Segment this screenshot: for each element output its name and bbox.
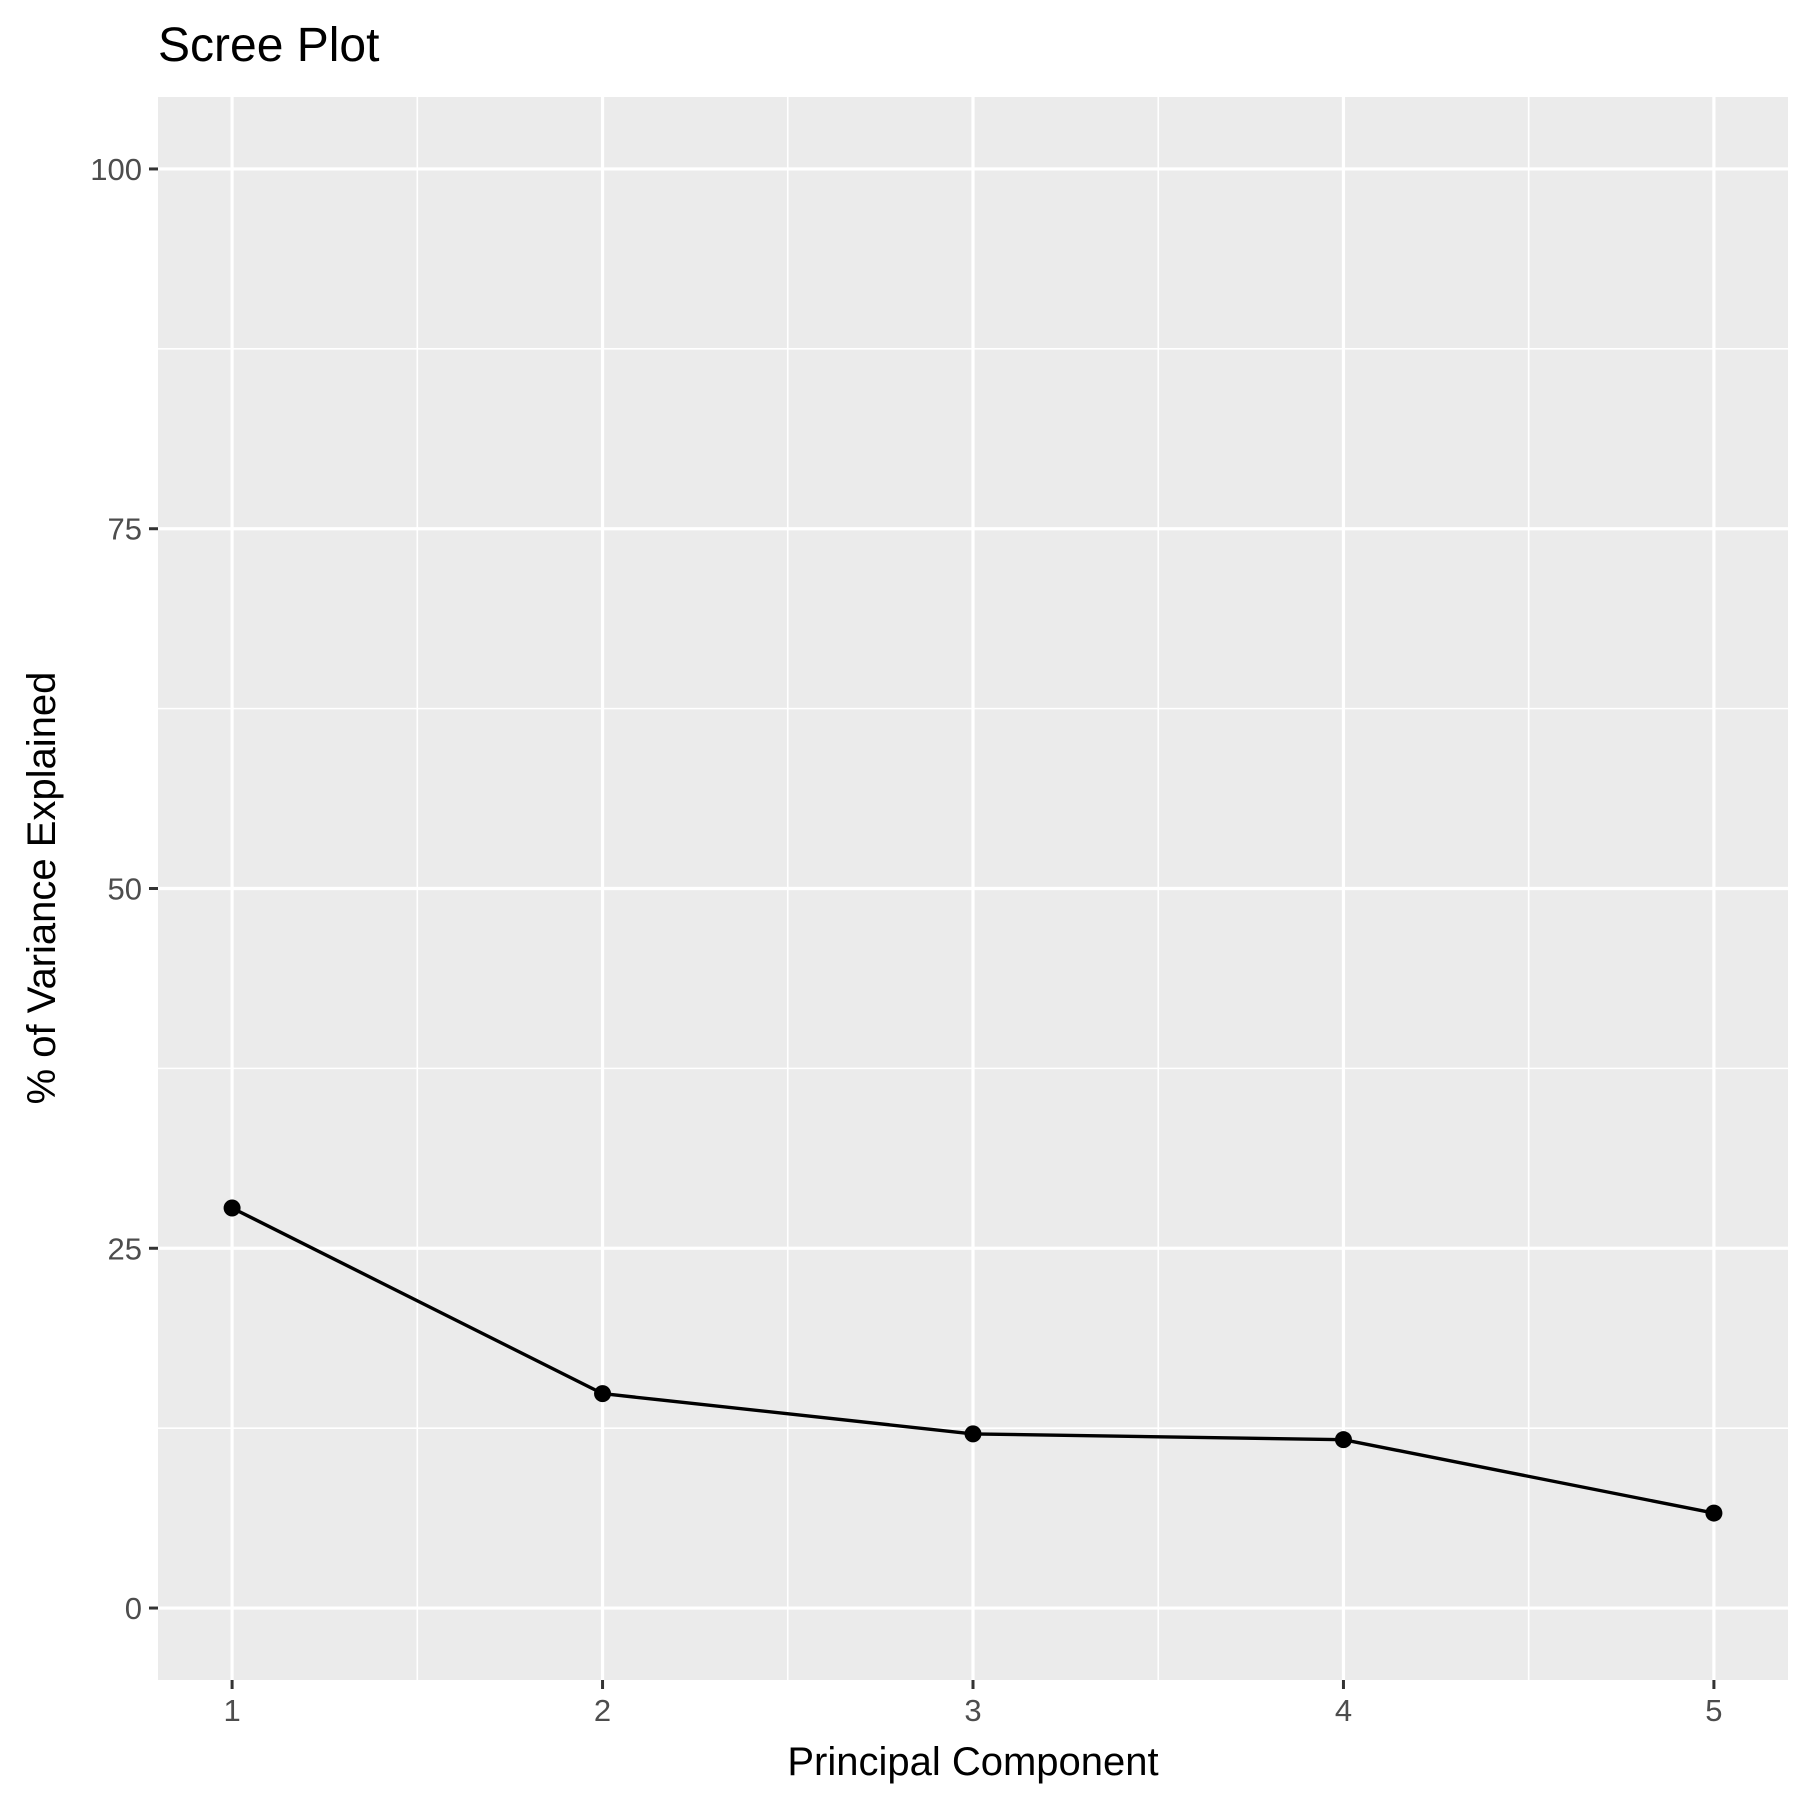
y-axis-ticks: 0 25 50 75 100 [90,152,158,1626]
x-tick-label: 5 [1705,1693,1722,1728]
y-axis-title: % of Variance Explained [20,672,64,1105]
series-layer [223,1199,1723,1522]
y-tick-label: 100 [90,152,142,187]
x-axis-ticks: 1 2 3 4 5 [223,1680,1723,1728]
chart-title: Scree Plot [158,19,379,72]
x-tick-label: 4 [1335,1693,1352,1728]
y-tick-label: 50 [108,872,142,907]
x-tick-label: 3 [964,1693,981,1728]
data-point [1334,1431,1352,1449]
y-tick-label: 0 [125,1591,142,1626]
y-tick-label: 75 [108,512,142,547]
y-tick-label: 25 [108,1231,142,1266]
data-point [1705,1504,1723,1522]
x-axis-title: Principal Component [787,1740,1158,1784]
data-point [594,1385,612,1403]
x-tick-label: 1 [223,1693,240,1728]
data-point [223,1199,241,1217]
data-point [964,1425,982,1443]
major-gridlines [158,97,1788,1680]
x-tick-label: 2 [594,1693,611,1728]
